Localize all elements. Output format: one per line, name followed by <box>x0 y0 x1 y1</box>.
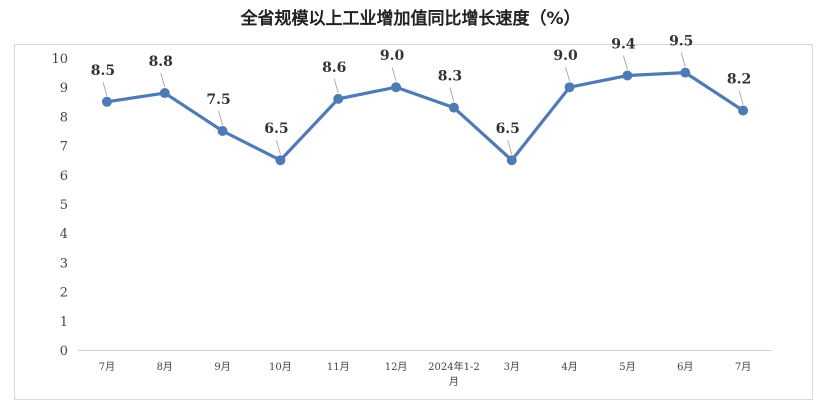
data-label: 6.5 <box>496 121 520 137</box>
series-line <box>106 70 744 162</box>
data-label: 8.3 <box>438 69 462 85</box>
data-label: 8.5 <box>91 63 115 79</box>
y-tick-label: 8 <box>60 110 68 125</box>
leader-line <box>333 78 339 93</box>
x-tick-label: 10月 <box>269 361 292 373</box>
y-tick-label: 5 <box>60 198 68 213</box>
data-point <box>391 82 402 93</box>
leader-line <box>218 110 223 126</box>
y-tick-label: 4 <box>60 227 68 242</box>
data-point <box>275 155 286 166</box>
y-tick-label: 3 <box>60 256 68 271</box>
leader-line <box>102 81 108 96</box>
x-tick-label: 3月 <box>504 361 520 373</box>
data-point <box>680 67 691 78</box>
data-labels: 8.5 8.8 7.5 6.5 8.6 9.0 8.3 6.5 9.0 9.4 9.5 8.2 <box>91 34 751 155</box>
data-label: 8.8 <box>149 54 173 70</box>
y-tick-label: 6 <box>60 169 68 184</box>
y-axis: 0 1 2 3 4 5 6 7 8 9 10 <box>51 52 68 359</box>
x-tick-label: 11月 <box>327 361 350 373</box>
x-tick-label: 7月 <box>735 361 751 373</box>
leader-line <box>276 140 281 155</box>
data-label: 9.0 <box>553 48 578 64</box>
x-tick-label: 4月 <box>561 361 577 373</box>
y-tick-label: 7 <box>60 140 68 155</box>
data-label: 6.5 <box>264 121 288 137</box>
x-axis: 7月 8月 9月 10月 11月 12月 2024年1-2 月 3月 4月 5月 6月 7月 <box>78 350 772 388</box>
leader-line <box>738 90 744 105</box>
data-point <box>101 96 112 107</box>
leader-line <box>565 67 570 82</box>
chart-title: 全省规模以上工业增加值同比增长速度（%） <box>240 9 581 29</box>
y-tick-label: 0 <box>60 344 68 359</box>
x-tick-label: 2024年1-2 月 <box>428 360 480 388</box>
data-point <box>622 70 633 81</box>
series <box>101 67 749 166</box>
x-tick-label: 9月 <box>214 361 230 373</box>
leader-line <box>449 87 455 102</box>
data-point <box>333 93 344 104</box>
data-point <box>506 155 517 166</box>
y-tick-label: 9 <box>60 81 68 96</box>
x-tick-label: 8月 <box>157 361 173 373</box>
leader-line <box>391 67 397 82</box>
data-label: 9.5 <box>669 34 693 50</box>
data-point <box>564 82 575 93</box>
leader-line <box>623 55 628 70</box>
leader-line <box>507 140 513 155</box>
data-label: 9.0 <box>380 48 405 64</box>
data-point <box>159 88 170 99</box>
data-point <box>738 105 749 116</box>
y-tick-label: 1 <box>60 315 68 330</box>
data-point <box>448 102 459 113</box>
data-label: 8.2 <box>727 72 751 88</box>
leader-line <box>680 52 686 67</box>
data-label: 8.6 <box>322 60 346 76</box>
x-tick-label: 5月 <box>619 361 635 373</box>
x-tick-label: 7月 <box>99 361 115 373</box>
plot-frame <box>14 44 813 400</box>
data-point <box>217 126 228 136</box>
data-label: 9.4 <box>611 37 636 53</box>
y-tick-label: 2 <box>60 286 68 301</box>
data-label: 7.5 <box>206 92 230 108</box>
leader-line <box>160 72 166 88</box>
x-tick-label: 6月 <box>677 361 693 373</box>
x-tick-label: 12月 <box>385 361 408 373</box>
y-tick-label: 10 <box>51 52 68 67</box>
